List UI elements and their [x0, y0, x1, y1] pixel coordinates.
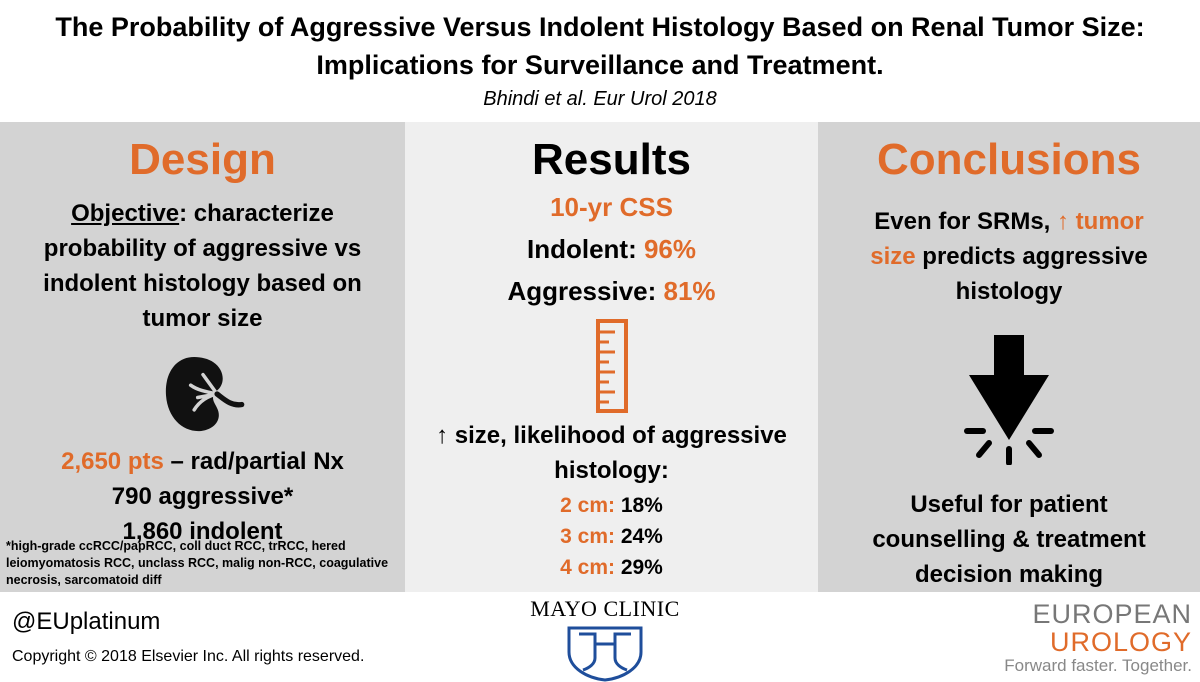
indolent-label: Indolent: — [526, 234, 644, 264]
copyright: Copyright © 2018 Elsevier Inc. All right… — [12, 648, 365, 665]
footnote-line-1: *high-grade ccRCC/papRCC, coll duct RCC,… — [6, 539, 346, 553]
size-row-label: 4 cm: — [560, 556, 615, 579]
objective-text-4: tumor size — [142, 305, 263, 332]
twitter-handle: @EUplatinum — [12, 608, 161, 635]
conclusion-text-2a: size — [870, 243, 916, 270]
ruler-icon — [405, 318, 818, 414]
european-urology-logo: EUROPEAN UROLOGY Forward faster. Togethe… — [982, 600, 1192, 676]
objective-text-2: probability of aggressive vs — [43, 235, 362, 262]
design-panel: Design Objective: characterize probabili… — [0, 122, 405, 592]
patients-procedure: – rad/partial Nx — [163, 448, 344, 475]
aggressive-label: Aggressive: — [507, 276, 664, 306]
useful-line-2: counselling & treatment — [872, 526, 1146, 553]
patients-count: 2,650 pts — [61, 448, 164, 475]
conclusion-text-2b: predicts aggressive — [915, 243, 1148, 270]
css-block: 10-yr CSS Indolent: 96% Aggressive: 81% — [405, 186, 818, 312]
mayo-clinic-text: MAYO CLINIC — [530, 596, 680, 621]
eu-logo-line-2: UROLOGY — [1049, 627, 1192, 657]
aggressive-count: 790 aggressive* — [111, 483, 294, 510]
indolent-count: 1,860 indolent — [122, 518, 283, 545]
size-row: 4 cm: 29% — [405, 552, 818, 583]
citation: Bhindi et al. Eur Urol 2018 — [483, 88, 717, 110]
conclusion-text-1b: ↑ tumor — [1057, 208, 1144, 235]
usefulness-block: Useful for patient counselling & treatme… — [818, 487, 1200, 592]
useful-line-3: decision making — [914, 561, 1104, 588]
objective-text-3: indolent histology based on — [43, 270, 362, 297]
size-row-label: 2 cm: — [560, 494, 615, 517]
size-line-2: histology: — [554, 457, 669, 484]
useful-line-1: Useful for patient — [910, 491, 1108, 518]
mayo-shield-icon — [567, 626, 643, 682]
conclusions-panel: Conclusions Even for SRMs, ↑ tumor size … — [818, 122, 1200, 592]
eu-logo-tagline: Forward faster. Together. — [1004, 656, 1192, 675]
impact-arrow-icon — [818, 335, 1200, 465]
title-line-1: The Probability of Aggressive Versus Ind… — [55, 12, 1145, 42]
mayo-clinic-logo: MAYO CLINIC — [510, 596, 700, 682]
results-heading: Results — [532, 135, 691, 184]
conclusion-text-1a: Even for SRMs, — [874, 208, 1058, 235]
aggressive-value: 81% — [663, 276, 716, 306]
kidney-icon — [0, 350, 405, 438]
title-line-2: Implications for Surveillance and Treatm… — [316, 50, 884, 80]
objective-label: Objective — [71, 200, 180, 227]
size-block: ↑ size, likelihood of aggressive histolo… — [405, 418, 818, 488]
page-title: The Probability of Aggressive Versus Ind… — [0, 8, 1200, 84]
size-row-value: 29% — [614, 556, 663, 579]
objective-text-1: : characterize — [179, 200, 334, 227]
css-label: 10-yr CSS — [550, 192, 673, 222]
patients-block: 2,650 pts – rad/partial Nx 790 aggressiv… — [0, 444, 405, 549]
size-table: 2 cm: 18% 3 cm: 24% 4 cm: 29% — [405, 490, 818, 583]
objective-block: Objective: characterize probability of a… — [0, 196, 405, 336]
footnote: *high-grade ccRCC/papRCC, coll duct RCC,… — [6, 538, 401, 589]
conclusion-text-3: histology — [955, 278, 1063, 305]
footnote-line-2: leiomyomatosis RCC, unclass RCC, malig n… — [6, 556, 389, 570]
size-line-1: ↑ size, likelihood of aggressive — [436, 422, 787, 449]
eu-logo-line-1: EUROPEAN — [1032, 599, 1192, 629]
design-heading: Design — [129, 135, 276, 184]
results-panel: Results 10-yr CSS Indolent: 96% Aggressi… — [405, 122, 818, 592]
footnote-line-3: necrosis, sarcomatoid diff — [6, 573, 162, 587]
indolent-value: 96% — [643, 234, 697, 264]
size-row-value: 24% — [614, 525, 663, 548]
size-row: 2 cm: 18% — [405, 490, 818, 521]
conclusion-statement: Even for SRMs, ↑ tumor size predicts agg… — [818, 204, 1200, 309]
size-row: 3 cm: 24% — [405, 521, 818, 552]
conclusions-heading: Conclusions — [876, 135, 1142, 184]
size-row-value: 18% — [614, 494, 663, 517]
size-row-label: 3 cm: — [560, 525, 615, 548]
